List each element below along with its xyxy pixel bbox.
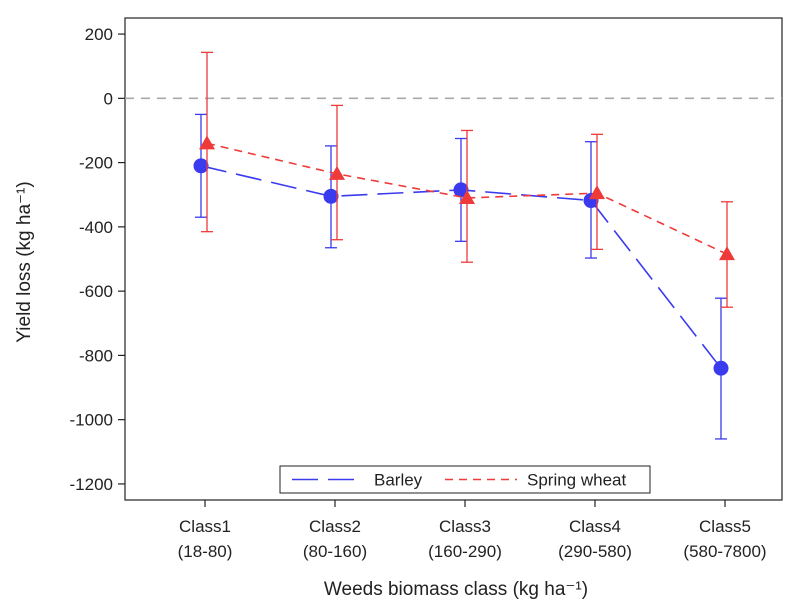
y-tick-label: -400 xyxy=(79,218,113,237)
data-point-circle xyxy=(453,182,469,198)
x-category-label: Class3 xyxy=(439,517,491,536)
y-tick-label: -200 xyxy=(79,154,113,173)
x-category-range-label: (18-80) xyxy=(178,542,233,561)
x-category-label: Class2 xyxy=(309,517,361,536)
series-spring-wheat xyxy=(199,51,735,308)
plot-frame xyxy=(124,17,783,501)
axes: 200 0 -200 -400 -600 -800 -1000 -1200 Class1 (18-… xyxy=(70,25,767,561)
y-axis-title: Yield loss (kg ha⁻¹) xyxy=(14,181,35,342)
y-tick-label: -600 xyxy=(79,282,113,301)
legend-label: Spring wheat xyxy=(527,471,627,490)
legend: Barley Spring wheat xyxy=(279,465,651,494)
data-point-triangle xyxy=(329,165,345,180)
y-tick-label: -1200 xyxy=(70,475,113,494)
y-tick-label: -800 xyxy=(79,346,113,365)
x-category-range-label: (80-160) xyxy=(303,542,367,561)
data-point-triangle xyxy=(199,135,215,150)
x-category-label: Class4 xyxy=(569,517,621,536)
plot-area xyxy=(124,17,783,501)
x-category-label: Class1 xyxy=(179,517,231,536)
x-category-range-label: (580-7800) xyxy=(683,542,766,561)
y-tick-label: -1000 xyxy=(70,411,113,430)
y-tick-label: 0 xyxy=(104,89,113,108)
data-point-circle xyxy=(323,188,339,204)
x-axis-title: Weeds biomass class (kg ha⁻¹) xyxy=(324,579,588,600)
x-category-label: Class5 xyxy=(699,517,751,536)
data-point-circle xyxy=(713,360,729,376)
data-point-triangle xyxy=(589,185,605,200)
y-tick-label: 200 xyxy=(85,25,113,44)
data-point-triangle xyxy=(459,189,475,204)
data-point-triangle xyxy=(719,246,735,261)
x-category-range-label: (160-290) xyxy=(428,542,502,561)
x-category-range-label: (290-580) xyxy=(558,542,632,561)
data-marks xyxy=(193,51,735,440)
series-barley xyxy=(193,113,729,440)
legend-label: Barley xyxy=(374,471,423,490)
data-point-circle xyxy=(193,158,209,174)
series-line xyxy=(206,142,728,255)
